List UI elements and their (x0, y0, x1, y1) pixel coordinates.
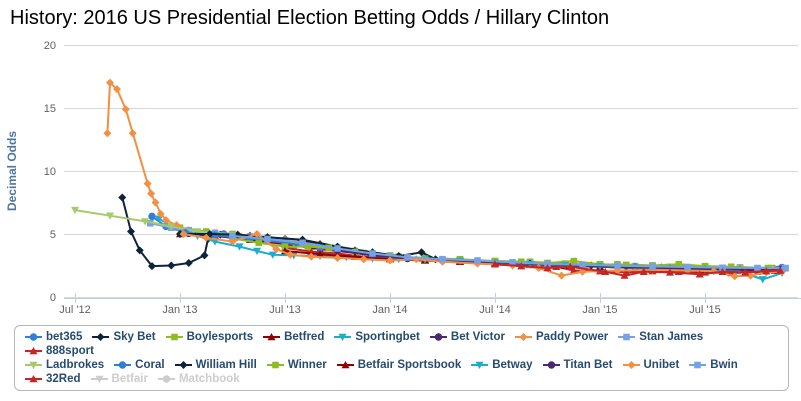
y-axis-title: Decimal Odds (5, 131, 19, 211)
legend-item-matchbook[interactable]: Matchbook (157, 373, 240, 385)
legend-item-stan-james[interactable]: Stan James (618, 331, 703, 343)
square-marker-icon (165, 333, 183, 341)
square-marker-icon (618, 333, 636, 341)
legend-label: Sky Bet (113, 331, 156, 343)
svg-text:Jan '14: Jan '14 (372, 304, 407, 316)
svg-text:15: 15 (44, 103, 56, 115)
legend-label: William Hill (195, 359, 257, 371)
legend-item-paddy-power[interactable]: Paddy Power (515, 331, 608, 343)
triangle-down-marker-icon (25, 361, 42, 369)
diamond-marker-icon (92, 333, 110, 341)
legend-item-sportingbet[interactable]: Sportingbet (334, 331, 420, 343)
legend-label: 888sport (46, 345, 94, 357)
legend-label: Winner (287, 359, 327, 371)
legend-label: Ladbrokes (46, 359, 105, 371)
triangle-marker-icon (25, 347, 42, 355)
square-marker-icon (266, 361, 284, 369)
page-title: History: 2016 US Presidential Election B… (10, 7, 610, 29)
diamond-marker-icon (622, 361, 640, 369)
legend-label: Sportingbet (355, 331, 420, 343)
legend-item-coral[interactable]: Coral (114, 359, 165, 371)
svg-text:Jan '15: Jan '15 (582, 304, 617, 316)
legend-item-boylesports[interactable]: Boylesports (165, 331, 254, 343)
legend-label: Betfred (284, 331, 325, 343)
legend-label: Coral (135, 359, 165, 371)
legend-item-betway[interactable]: Betway (471, 359, 533, 371)
svg-text:10: 10 (44, 166, 56, 178)
svg-text:Jul '14: Jul '14 (479, 304, 510, 316)
legend-label: bet365 (46, 331, 83, 343)
legend-item-bet365[interactable]: bet365 (25, 331, 82, 343)
legend-item-ladbrokes[interactable]: Ladbrokes (25, 359, 104, 371)
legend-label: Betway (492, 359, 533, 371)
circle-marker-icon (542, 361, 560, 369)
legend-item-sky-bet[interactable]: Sky Bet (92, 331, 156, 343)
legend-item-betfred[interactable]: Betfred (263, 331, 324, 343)
circle-marker-icon (114, 361, 132, 369)
legend-item-betfair-sportsbook[interactable]: Betfair Sportsbook (336, 359, 462, 371)
legend-label: Bwin (710, 359, 738, 371)
circle-marker-icon (429, 333, 447, 341)
legend-label: Bet Victor (450, 331, 505, 343)
triangle-down-marker-icon (334, 333, 352, 341)
svg-text:Jul '13: Jul '13 (269, 304, 300, 316)
legend-label: Boylesports (186, 331, 254, 343)
legend-item-titan-bet[interactable]: Titan Bet (542, 359, 613, 371)
legend-label: Unibet (643, 359, 680, 371)
square-marker-icon (689, 361, 707, 369)
circle-marker-icon (157, 375, 175, 383)
legend-label: 32Red (46, 373, 81, 385)
legend-item-unibet[interactable]: Unibet (622, 359, 680, 371)
triangle-down-marker-icon (471, 361, 489, 369)
y-axis-labels: 0 5 10 15 20 (44, 40, 56, 304)
legend-label: Betfair (111, 373, 148, 385)
legend-label: Matchbook (178, 373, 240, 385)
legend-item-bet-victor[interactable]: Bet Victor (429, 331, 505, 343)
triangle-down-marker-icon (90, 375, 108, 383)
legend-label: Betfair Sportsbook (357, 359, 462, 371)
x-axis: Jul '12 Jan '13 Jul '13 Jan '14 Jul '14 Jan '… (59, 293, 801, 316)
svg-text:20: 20 (44, 40, 56, 52)
legend-item-32red[interactable]: 32Red (25, 373, 81, 385)
legend-item-bwin[interactable]: Bwin (689, 359, 738, 371)
svg-text:0: 0 (50, 292, 56, 304)
circle-marker-icon (25, 333, 42, 341)
svg-text:Jul '12: Jul '12 (59, 304, 90, 316)
triangle-marker-icon (336, 361, 354, 369)
legend-item-william-hill[interactable]: William Hill (174, 359, 257, 371)
legend-label: Paddy Power (536, 331, 609, 343)
series-bwin (229, 232, 789, 272)
legend-item-betfair[interactable]: Betfair (90, 373, 148, 385)
chart-legend: bet365 Sky Bet Boylesports Betfred Sportingb… (14, 325, 789, 391)
series-32red (491, 260, 785, 279)
svg-text:Jul '15: Jul '15 (689, 304, 720, 316)
diamond-marker-icon (515, 333, 532, 341)
svg-text:5: 5 (50, 229, 56, 241)
svg-text:Jan '13: Jan '13 (162, 304, 197, 316)
diamond-marker-icon (174, 361, 192, 369)
legend-item-winner[interactable]: Winner (266, 359, 327, 371)
legend-label: Titan Bet (563, 359, 613, 371)
legend-item-888sport[interactable]: 888sport (25, 345, 94, 357)
legend-label: Stan James (639, 331, 704, 343)
triangle-marker-icon (263, 333, 281, 341)
triangle-marker-icon (25, 375, 42, 383)
